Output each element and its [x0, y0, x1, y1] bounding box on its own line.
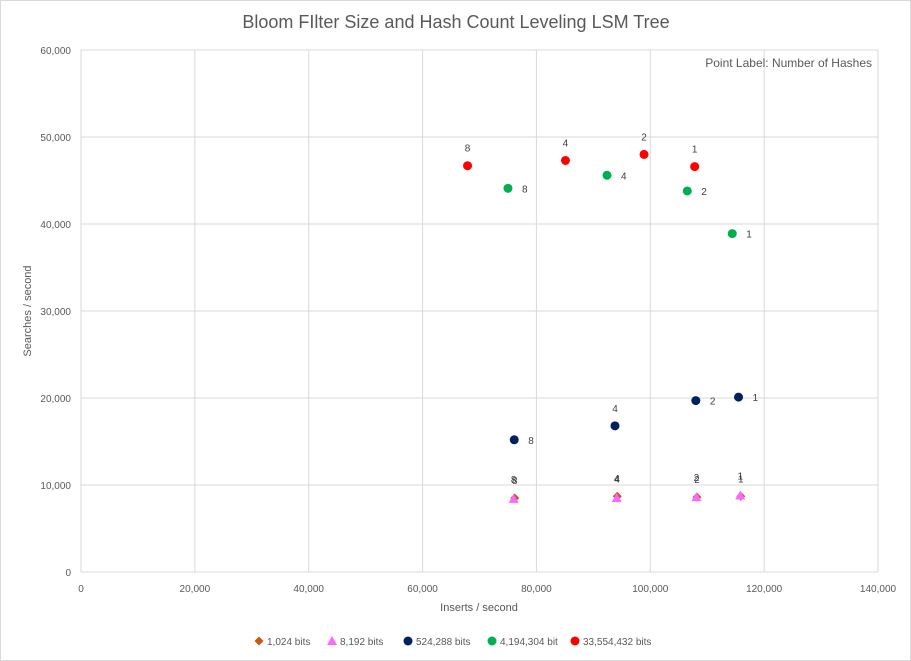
legend-entry-label: 8,192 bits	[340, 637, 383, 648]
data-point	[734, 392, 744, 402]
data-point	[602, 170, 612, 180]
point-label: 1	[737, 471, 743, 482]
legend-marker	[403, 636, 413, 646]
y-tick-label: 0	[65, 568, 71, 579]
y-tick-label: 40,000	[40, 220, 71, 231]
legend-marker	[570, 636, 580, 646]
point-label: 2	[710, 397, 716, 408]
point-label: 8	[511, 475, 517, 486]
legend: 1,024 bits 8,192 bits 524,288 bits 4,194,30…	[254, 636, 651, 648]
data-point	[691, 396, 701, 406]
point-label: 1	[738, 474, 744, 485]
x-tick-label: 100,000	[632, 584, 669, 595]
point-label: 8	[465, 144, 471, 155]
legend-entry-label: 524,288 bits	[416, 637, 471, 648]
data-point	[560, 155, 570, 165]
data-point	[509, 435, 519, 445]
gridlines	[80, 49, 879, 573]
x-tick-label: 0	[78, 584, 84, 595]
legend-entry-label: 1,024 bits	[267, 637, 310, 648]
data-point	[691, 492, 702, 502]
chart-title: Bloom FIlter Size and Hash Count Levelin…	[242, 12, 669, 32]
data-point	[611, 493, 622, 503]
legend-marker	[487, 636, 497, 646]
data-point	[735, 490, 746, 500]
data-point	[682, 186, 692, 196]
point-label: 4	[563, 138, 569, 149]
point-label: 4	[612, 404, 618, 415]
y-axis-label: Searches / second	[22, 265, 34, 356]
data-point	[610, 421, 620, 431]
point-label: 2	[694, 473, 700, 484]
data-point	[690, 162, 700, 172]
point-label: 4	[621, 171, 627, 182]
point-label: 8	[528, 436, 534, 447]
point-label: 2	[694, 475, 700, 486]
legend-marker	[254, 636, 264, 646]
x-tick-label: 40,000	[293, 584, 324, 595]
legend-entry-label: 33,554,432 bits	[583, 637, 651, 648]
x-tick-label: 140,000	[860, 584, 897, 595]
point-label-annotation: Point Label: Number of Hashes	[705, 56, 872, 70]
x-tick-label: 80,000	[521, 584, 552, 595]
legend-entry-label: 4,194,304 bit	[500, 637, 558, 648]
data-point	[508, 493, 519, 503]
x-tick-label: 120,000	[746, 584, 783, 595]
point-label: 1	[753, 393, 759, 404]
data-point	[639, 149, 649, 159]
data-point	[503, 183, 513, 193]
legend-marker	[327, 636, 337, 645]
data-point	[463, 161, 473, 171]
x-tick-label: 60,000	[407, 584, 438, 595]
x-tick-label: 20,000	[180, 584, 211, 595]
point-label: 1	[746, 230, 752, 241]
point-label: 2	[641, 132, 647, 143]
x-axis-label: Inserts / second	[440, 602, 518, 614]
point-label: 4	[614, 474, 620, 485]
data-point	[727, 229, 737, 239]
point-label: 8	[512, 476, 518, 487]
point-label: 1	[692, 145, 698, 156]
y-tick-label: 30,000	[40, 307, 71, 318]
tick-labels: 0 10,000 20,000 30,000 40,000 50,000 60,000 0 20…	[40, 46, 896, 595]
y-tick-label: 60,000	[40, 46, 71, 57]
y-tick-label: 50,000	[40, 133, 71, 144]
y-tick-label: 20,000	[40, 394, 71, 405]
data-points	[463, 149, 746, 503]
point-label: 8	[522, 184, 528, 195]
point-label: 2	[701, 187, 707, 198]
y-tick-label: 10,000	[40, 481, 71, 492]
point-label: 4	[614, 474, 620, 485]
